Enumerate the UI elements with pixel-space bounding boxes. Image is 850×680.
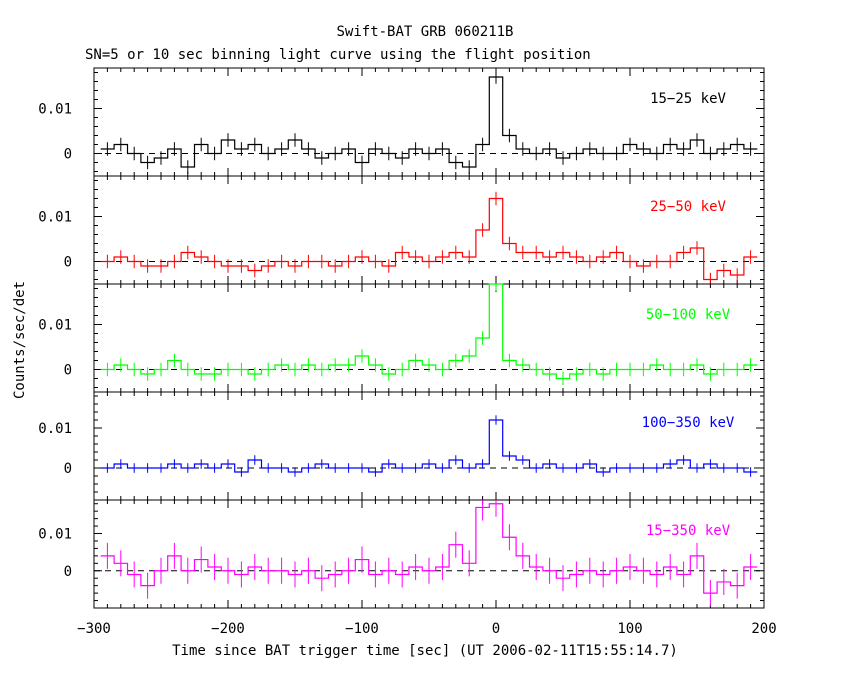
x-axis: −300 −200 −100 0 100 200 bbox=[77, 621, 777, 637]
panel-frame bbox=[93, 391, 765, 501]
series-label: 15−350 keV bbox=[646, 523, 731, 539]
series-label: 15−25 keV bbox=[650, 91, 726, 107]
series-line bbox=[100, 503, 758, 594]
y-tick-label: 0 bbox=[64, 363, 72, 379]
x-tick-label: −200 bbox=[211, 621, 245, 637]
series-label: 50−100 keV bbox=[646, 307, 731, 323]
y-axis-label: Counts/sec/det bbox=[12, 281, 28, 399]
y-tick-label: 0.01 bbox=[38, 210, 72, 226]
y-tick-label: 0.01 bbox=[38, 318, 72, 334]
series-label: 25−50 keV bbox=[650, 199, 726, 215]
panel-0: 0 0.01 15−25 keV bbox=[38, 67, 765, 177]
x-tick-label: −300 bbox=[77, 621, 111, 637]
series-label: 100−350 keV bbox=[642, 415, 735, 431]
panel-frame bbox=[93, 283, 765, 393]
series-line bbox=[100, 419, 758, 473]
x-axis-label: Time since BAT trigger time [sec] (UT 20… bbox=[172, 643, 678, 659]
y-tick-label: 0 bbox=[64, 147, 72, 163]
series-line bbox=[100, 76, 758, 168]
y-tick-label: 0 bbox=[64, 564, 72, 580]
y-tick-label: 0 bbox=[64, 461, 72, 477]
panel-1: 0 0.01 25−50 keV bbox=[38, 175, 765, 285]
x-tick-label: 100 bbox=[617, 621, 642, 637]
panel-3: 0 0.01 100−350 keV bbox=[38, 391, 765, 501]
series-line bbox=[100, 197, 758, 281]
chart-title: Swift-BAT GRB 060211B bbox=[336, 24, 513, 40]
panel-4: 0 0.01 15−350 keV bbox=[38, 499, 765, 609]
x-tick-label: 200 bbox=[751, 621, 776, 637]
panels-group: 0 0.01 15−25 keV 0 0.01 25−50 keV 0 0.01 50−100 … bbox=[38, 67, 765, 609]
panel-frame bbox=[93, 499, 765, 609]
panel-2: 0 0.01 50−100 keV bbox=[38, 283, 765, 393]
series-line bbox=[100, 283, 758, 380]
y-tick-label: 0.01 bbox=[38, 102, 72, 118]
y-tick-label: 0.01 bbox=[38, 421, 72, 437]
x-tick-label: 0 bbox=[492, 621, 500, 637]
x-tick-label: −100 bbox=[345, 621, 379, 637]
y-tick-label: 0.01 bbox=[38, 527, 72, 543]
y-tick-label: 0 bbox=[64, 255, 72, 271]
chart-subtitle: SN=5 or 10 sec binning light curve using… bbox=[85, 47, 591, 63]
